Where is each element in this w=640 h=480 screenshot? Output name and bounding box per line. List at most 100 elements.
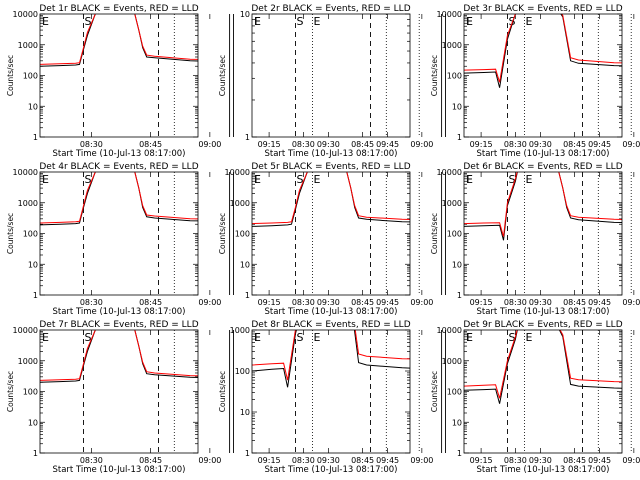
- x-tick-label: 09:45: [376, 298, 399, 307]
- x-tick-label: 08:30: [292, 298, 315, 307]
- x-tick-label: 08:30: [292, 456, 315, 465]
- y-tick-label: 1000: [18, 199, 38, 208]
- events-series-line: [464, 172, 622, 241]
- marker-label-e: E: [42, 15, 49, 28]
- y-tick-label: 10: [28, 418, 38, 427]
- marker-label-s: S: [296, 331, 303, 344]
- y-tick-label: 100: [23, 388, 38, 397]
- lld-series-line: [40, 172, 198, 224]
- marker-label-e: E: [254, 331, 261, 344]
- y-tick-label: 100: [23, 72, 38, 81]
- y-tick-label: 10: [28, 260, 38, 269]
- x-tick-label: 09:00: [622, 456, 640, 465]
- chart-panel-1: Det 1r BLACK = Events, RED = LLD 1 10 100 10…: [6, 4, 420, 159]
- x-axis-label: Start Time (10-Jul-13 08:17:00): [53, 149, 186, 159]
- marker-label-s: S: [84, 331, 91, 344]
- lld-series-line: [464, 172, 622, 237]
- marker-label-e: E: [42, 173, 49, 186]
- x-tick-label: 08:45: [563, 298, 586, 307]
- events-series-line: [252, 330, 410, 388]
- y-tick-label: 10: [452, 260, 462, 269]
- x-tick-label: 08:30: [292, 140, 315, 149]
- plot-frame: [463, 13, 623, 138]
- y-tick-label: 100: [23, 230, 38, 239]
- y-tick-label: 1: [33, 133, 38, 142]
- plot-area: [252, 172, 410, 227]
- x-tick-label: 09:45: [588, 140, 611, 149]
- x-tick-label: 08:45: [563, 456, 586, 465]
- chart-title: Det 8r BLACK = Events, RED = LLD: [251, 320, 410, 330]
- chart-panel-4: Det 4r BLACK = Events, RED = LLD11010010…: [6, 162, 420, 317]
- chart-panel-2: Det 2r BLACK = Events, RED = LLD 1 10 08:30…: [218, 4, 632, 159]
- x-axis-label: Start Time (10-Jul-13 08:17:00): [477, 149, 610, 159]
- chart-title: Det 2r BLACK = Events, RED = LLD: [251, 4, 410, 14]
- plot-area: [464, 14, 622, 88]
- x-tick-label: 08:45: [351, 298, 374, 307]
- x-axis-label: Start Time (10-Jul-13 08:17:00): [477, 465, 610, 475]
- plot-frame: [251, 13, 411, 138]
- y-axis-label: Counts/sec: [6, 213, 15, 254]
- y-tick-label: 10: [452, 418, 462, 427]
- y-tick-label: 1000: [18, 357, 38, 366]
- plot-area: [40, 172, 198, 226]
- x-tick-label: 09:45: [588, 456, 611, 465]
- lld-series-line: [464, 330, 622, 399]
- lld-series-line: [252, 330, 410, 381]
- y-tick-label: 1: [457, 449, 462, 458]
- chart-title: Det 1r BLACK = Events, RED = LLD: [39, 4, 198, 14]
- events-series-line: [464, 14, 622, 88]
- marker-label-e: E: [466, 173, 473, 186]
- plot-frame: [251, 171, 411, 296]
- plot-area: [252, 330, 410, 388]
- x-tick-label: 08:30: [80, 298, 103, 307]
- marker-label-s: S: [296, 15, 303, 28]
- y-tick-label: 10: [240, 260, 250, 269]
- x-tick-label: 08:45: [351, 456, 374, 465]
- y-tick-label: 1000: [230, 199, 250, 208]
- chart-title: Det 4r BLACK = Events, RED = LLD: [39, 162, 198, 172]
- plot-frame: [463, 171, 623, 296]
- y-tick-label: 10: [28, 102, 38, 111]
- chart-panel-3: Det 3r BLACK = Events, RED = LLD 1 10 100 10…: [430, 4, 640, 159]
- x-tick-label: 09:15: [258, 456, 281, 465]
- x-tick-label: 09:00: [410, 456, 433, 465]
- x-axis-label: Start Time (10-Jul-13 08:17:00): [477, 307, 610, 317]
- y-tick-label: 10: [240, 10, 250, 19]
- lld-series-line: [464, 14, 622, 83]
- y-tick-label: 100: [447, 388, 462, 397]
- x-tick-label: 09:00: [410, 298, 433, 307]
- plot-area: [464, 330, 622, 404]
- plot-area: [464, 172, 622, 241]
- y-axis-label: Counts/sec: [430, 371, 439, 412]
- marker-label-f: F: [254, 173, 260, 186]
- x-tick-label: 09:00: [198, 456, 221, 465]
- x-tick-label: 08:45: [139, 140, 162, 149]
- x-tick-label: 09:45: [376, 456, 399, 465]
- events-series-line: [464, 330, 622, 404]
- x-tick-label: 09:00: [198, 140, 221, 149]
- lld-series-line: [252, 172, 410, 225]
- chart-panel-7: Det 7r BLACK = Events, RED = LLD11010010…: [6, 320, 420, 475]
- marker-label-f: F: [466, 331, 472, 344]
- lld-series-line: [40, 14, 198, 65]
- y-tick-label: 10: [452, 102, 462, 111]
- x-axis-label: Start Time (10-Jul-13 08:17:00): [53, 465, 186, 475]
- marker-label-s: S: [508, 173, 515, 186]
- x-axis-label: Start Time (10-Jul-13 08:17:00): [265, 307, 398, 317]
- x-tick-label: 09:30: [317, 298, 340, 307]
- marker-label-e: E: [466, 15, 473, 28]
- y-axis-label: Counts/sec: [6, 371, 15, 412]
- y-axis-label: Counts/sec: [218, 55, 227, 96]
- x-tick-label: 08:30: [504, 298, 527, 307]
- marker-label-e: E: [254, 15, 261, 28]
- x-tick-label: 09:00: [622, 298, 640, 307]
- y-tick-label: 100: [447, 72, 462, 81]
- y-tick-label: 10000: [437, 10, 462, 19]
- x-tick-label: 08:45: [139, 298, 162, 307]
- x-axis-label: Start Time (10-Jul-13 08:17:00): [265, 465, 398, 475]
- y-tick-label: 10000: [13, 10, 38, 19]
- y-tick-label: 1: [457, 291, 462, 300]
- marker-label-f: F: [254, 331, 260, 344]
- marker-label-s: S: [508, 331, 515, 344]
- x-tick-label: 08:45: [139, 456, 162, 465]
